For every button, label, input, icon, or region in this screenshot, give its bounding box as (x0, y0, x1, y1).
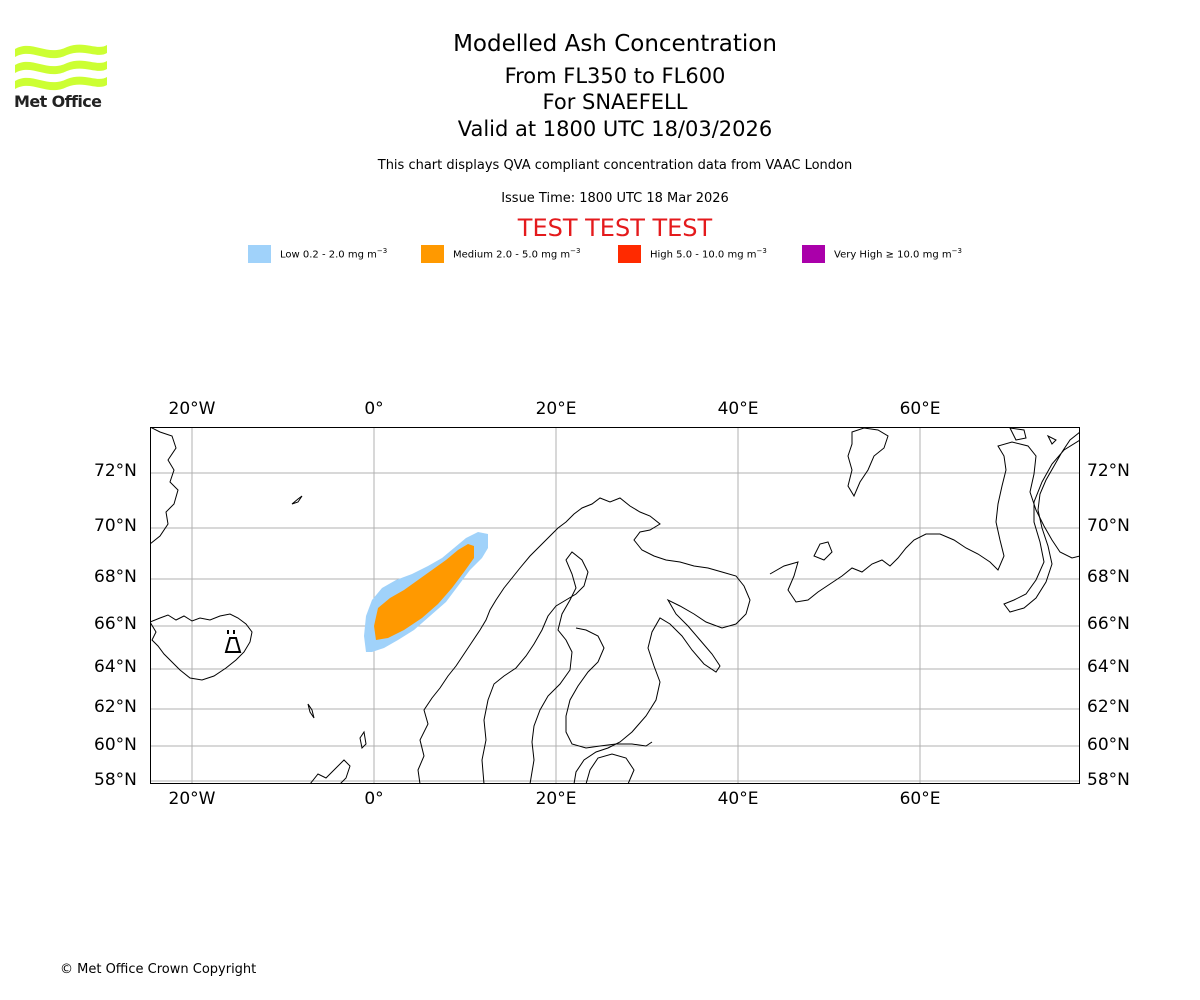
legend-label-very-high: Very High ≥ 10.0 mg m−3 (834, 247, 962, 261)
shetland (359, 730, 367, 750)
copyright-footer: © Met Office Crown Copyright (60, 962, 257, 977)
lon-label-bottom-1: 20°W (168, 789, 216, 809)
lat-label-right-6: 62°N (1087, 697, 1130, 717)
legend-label-medium: Medium 2.0 - 5.0 mg m−3 (453, 247, 581, 261)
lon-label-top-2: 0° (364, 399, 384, 419)
gulf-of-bothnia (481, 551, 589, 784)
legend-label-high: High 5.0 - 10.0 mg m−3 (650, 247, 767, 261)
test-banner: TEST TEST TEST (517, 214, 713, 242)
lat-label-left-1: 72°N (94, 461, 137, 481)
lon-label-bottom-2: 0° (364, 789, 384, 809)
russia-arctic-coastline (769, 441, 1080, 603)
scotland-coastline (309, 759, 351, 784)
lat-label-right-7: 60°N (1087, 735, 1130, 755)
legend-swatch-high (618, 245, 641, 263)
map-frame (150, 427, 1080, 784)
lon-label-bottom-3: 20°E (535, 789, 577, 809)
lat-label-left-5: 64°N (94, 657, 137, 677)
ash-plume-medium (374, 544, 474, 640)
issue-time: Issue Time: 1800 UTC 18 Mar 2026 (501, 191, 729, 206)
iceland-coastline (150, 613, 253, 681)
greenland-coastline (150, 427, 179, 545)
svalbard (847, 427, 889, 498)
chart-caption: This chart displays QVA compliant concen… (377, 158, 853, 173)
volcano-name: For SNAEFELL (542, 90, 688, 114)
novaya-zemlya (1003, 431, 1080, 613)
lat-label-left-7: 60°N (94, 735, 137, 755)
lat-label-right-3: 68°N (1087, 567, 1130, 587)
met-office-wordmark: Met Office (14, 92, 102, 111)
legend-swatch-low (248, 245, 271, 263)
lat-label-right-5: 64°N (1087, 657, 1130, 677)
finland-coastline (565, 627, 653, 749)
legend-label-low: Low 0.2 - 2.0 mg m−3 (280, 247, 388, 261)
legend-item-very-high: Very High ≥ 10.0 mg m−3 (802, 244, 962, 264)
legend-item-low: Low 0.2 - 2.0 mg m−3 (248, 244, 387, 264)
lon-label-top-1: 20°W (168, 399, 216, 419)
volcano-icon (224, 630, 242, 653)
scandinavia-coastline (417, 497, 751, 784)
lon-label-bottom-5: 60°E (899, 789, 941, 809)
legend-item-medium: Medium 2.0 - 5.0 mg m−3 (421, 244, 580, 264)
chart-title: Modelled Ash Concentration (453, 31, 777, 57)
franz-josef-land (1009, 427, 1057, 445)
lat-label-left-8: 58°N (94, 770, 137, 790)
legend-item-high: High 5.0 - 10.0 mg m−3 (618, 244, 767, 264)
lat-label-left-4: 66°N (94, 614, 137, 634)
legend-swatch-medium (421, 245, 444, 263)
valid-time: Valid at 1800 UTC 18/03/2026 (457, 117, 773, 141)
lat-label-right-2: 70°N (1087, 516, 1130, 536)
lat-label-left-6: 62°N (94, 697, 137, 717)
flight-level-range: From FL350 to FL600 (504, 64, 726, 88)
lat-label-right-8: 58°N (1087, 770, 1130, 790)
faroe-islands (307, 703, 315, 719)
lon-label-top-4: 40°E (717, 399, 759, 419)
lat-label-right-1: 72°N (1087, 461, 1130, 481)
lat-label-left-2: 70°N (94, 516, 137, 536)
lon-label-top-5: 60°E (899, 399, 941, 419)
legend-swatch-very-high (802, 245, 825, 263)
jan-mayen (291, 495, 303, 505)
map-gridlines (150, 427, 1080, 784)
lon-label-top-3: 20°E (535, 399, 577, 419)
baltic-states (585, 753, 635, 784)
lon-label-bottom-4: 40°E (717, 789, 759, 809)
lat-label-right-4: 66°N (1087, 614, 1130, 634)
lat-label-left-3: 68°N (94, 567, 137, 587)
kanin-peninsula (813, 541, 833, 561)
met-office-logo (15, 44, 107, 91)
